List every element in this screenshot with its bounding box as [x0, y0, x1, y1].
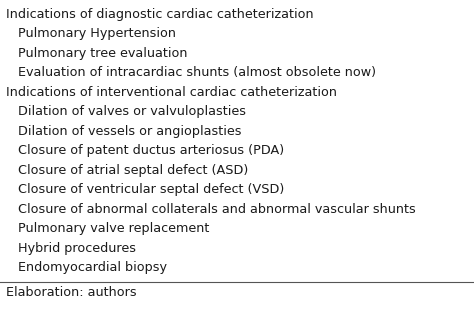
Text: Dilation of vessels or angioplasties: Dilation of vessels or angioplasties — [6, 125, 241, 138]
Text: Closure of abnormal collaterals and abnormal vascular shunts: Closure of abnormal collaterals and abno… — [6, 203, 416, 216]
Text: Pulmonary valve replacement: Pulmonary valve replacement — [6, 222, 210, 235]
Text: Closure of patent ductus arteriosus (PDA): Closure of patent ductus arteriosus (PDA… — [6, 144, 284, 157]
Text: Closure of atrial septal defect (ASD): Closure of atrial septal defect (ASD) — [6, 164, 248, 177]
Text: Indications of interventional cardiac catheterization: Indications of interventional cardiac ca… — [6, 86, 337, 99]
Text: Endomyocardial biopsy: Endomyocardial biopsy — [6, 262, 167, 274]
Text: Evaluation of intracardiac shunts (almost obsolete now): Evaluation of intracardiac shunts (almos… — [6, 67, 376, 79]
Text: Hybrid procedures: Hybrid procedures — [6, 242, 136, 255]
Text: Closure of ventricular septal defect (VSD): Closure of ventricular septal defect (VS… — [6, 183, 284, 197]
Text: Pulmonary tree evaluation: Pulmonary tree evaluation — [6, 47, 188, 60]
Text: Elaboration: authors: Elaboration: authors — [6, 286, 137, 299]
Text: Dilation of valves or valvuloplasties: Dilation of valves or valvuloplasties — [6, 105, 246, 118]
Text: Pulmonary Hypertension: Pulmonary Hypertension — [6, 27, 176, 40]
Text: Indications of diagnostic cardiac catheterization: Indications of diagnostic cardiac cathet… — [6, 8, 314, 21]
